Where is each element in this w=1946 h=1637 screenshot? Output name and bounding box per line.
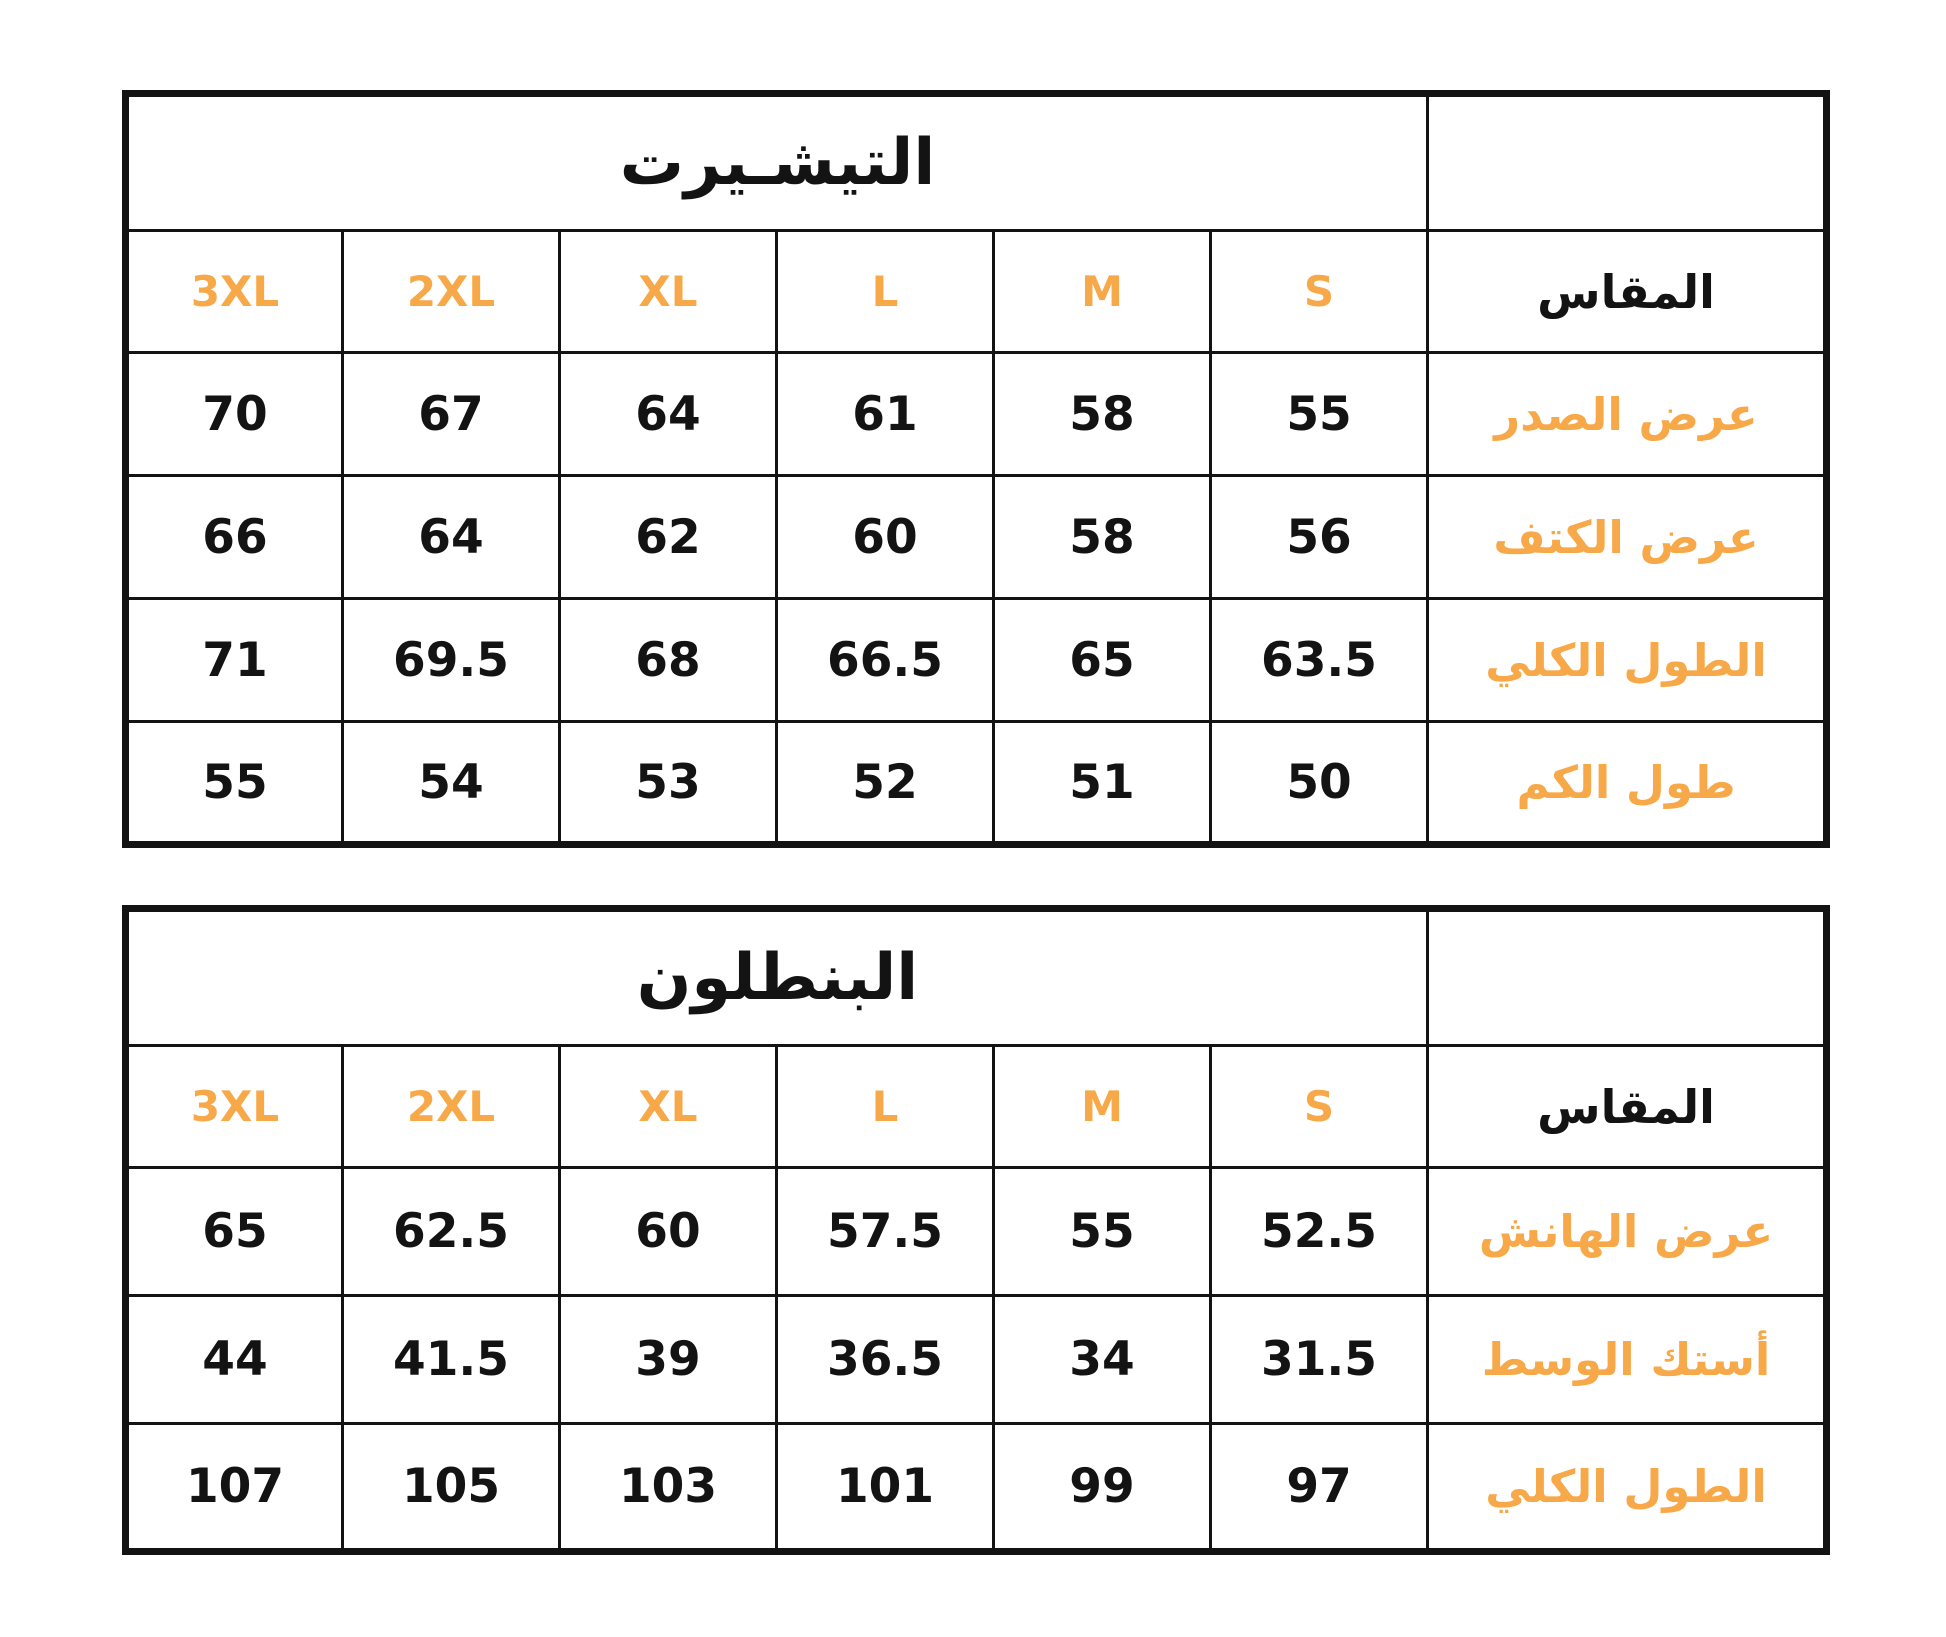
value-cell: 62 (558, 474, 778, 600)
size-header-l: L (775, 229, 995, 354)
value-cell: 39 (558, 1294, 778, 1425)
value-cell: 56 (1208, 474, 1430, 600)
table-row: 65 62.5 60 57.5 55 52.5 عرض الهانش (124, 1166, 1829, 1297)
value-cell: 103 (558, 1422, 778, 1553)
size-header-row: 3XL 2XL XL L M S المقاس (124, 1044, 1829, 1169)
tshirt-table: التيشـيرت 3XL 2XL XL L M S المقاس 70 67 64 61 58 55 عر… (122, 90, 1831, 848)
table-row: 107 105 103 101 99 97 الطول الكلي (124, 1422, 1829, 1553)
value-cell: 67 (341, 351, 561, 477)
table-title: التيشـيرت (123, 92, 1430, 232)
value-cell: 107 (124, 1422, 344, 1553)
measurement-label: عرض الصدر (1426, 351, 1829, 477)
value-cell: 64 (558, 351, 778, 477)
value-cell: 60 (558, 1166, 778, 1297)
value-cell: 64 (341, 474, 561, 600)
measurement-label: طول الكم (1426, 720, 1829, 846)
tshirt-table-body: التيشـيرت 3XL 2XL XL L M S المقاس 70 67 64 61 58 55 عر… (123, 92, 1829, 846)
corner-cell (1426, 92, 1829, 232)
table-title-row: البنطلون (123, 907, 1829, 1047)
table-row: 66 64 62 60 58 56 عرض الكتف (124, 474, 1829, 600)
size-header-m: M (992, 229, 1212, 354)
table-row: 44 41.5 39 36.5 34 31.5 أستك الوسط (124, 1294, 1829, 1425)
size-header-2xl: 2XL (341, 229, 561, 354)
value-cell: 53 (558, 720, 778, 846)
value-cell: 58 (992, 474, 1212, 600)
measurement-label: عرض الهانش (1426, 1166, 1829, 1297)
value-cell: 55 (1208, 351, 1430, 477)
value-cell: 61 (775, 351, 995, 477)
size-header-m: M (992, 1044, 1212, 1169)
table-row: 55 54 53 52 51 50 طول الكم (124, 720, 1829, 846)
size-header-s: S (1208, 229, 1430, 354)
value-cell: 70 (124, 351, 344, 477)
table-title: البنطلون (123, 907, 1430, 1047)
value-cell: 36.5 (775, 1294, 995, 1425)
value-cell: 97 (1208, 1422, 1430, 1553)
measure-column-header: المقاس (1426, 229, 1829, 354)
pants-size-chart: البنطلون 3XL 2XL XL L M S المقاس 65 62.5 60 57.5 55 5… (0, 905, 1946, 1555)
table-row: 71 69.5 68 66.5 65 63.5 الطول الكلي (124, 597, 1829, 723)
value-cell: 71 (124, 597, 344, 723)
value-cell: 52 (775, 720, 995, 846)
value-cell: 60 (775, 474, 995, 600)
value-cell: 101 (775, 1422, 995, 1553)
measurement-label: عرض الكتف (1426, 474, 1829, 600)
size-header-3xl: 3XL (124, 1044, 344, 1169)
measurement-label: الطول الكلي (1426, 1422, 1829, 1553)
pants-table-body: البنطلون 3XL 2XL XL L M S المقاس 65 62.5 60 57.5 55 5… (123, 907, 1829, 1553)
value-cell: 68 (558, 597, 778, 723)
value-cell: 50 (1208, 720, 1430, 846)
table-row: 70 67 64 61 58 55 عرض الصدر (124, 351, 1829, 477)
pants-table: البنطلون 3XL 2XL XL L M S المقاس 65 62.5 60 57.5 55 5… (122, 905, 1831, 1555)
value-cell: 54 (341, 720, 561, 846)
value-cell: 105 (341, 1422, 561, 1553)
value-cell: 66 (124, 474, 344, 600)
measure-column-header: المقاس (1426, 1044, 1829, 1169)
value-cell: 66.5 (775, 597, 995, 723)
value-cell: 55 (124, 720, 344, 846)
size-header-xl: XL (558, 229, 778, 354)
table-title-row: التيشـيرت (123, 92, 1829, 232)
size-header-3xl: 3XL (124, 229, 344, 354)
value-cell: 58 (992, 351, 1212, 477)
size-header-s: S (1208, 1044, 1430, 1169)
value-cell: 65 (124, 1166, 344, 1297)
size-header-2xl: 2XL (341, 1044, 561, 1169)
value-cell: 41.5 (341, 1294, 561, 1425)
value-cell: 63.5 (1208, 597, 1430, 723)
value-cell: 55 (992, 1166, 1212, 1297)
measurement-label: الطول الكلي (1426, 597, 1829, 723)
value-cell: 52.5 (1208, 1166, 1430, 1297)
value-cell: 31.5 (1208, 1294, 1430, 1425)
value-cell: 51 (992, 720, 1212, 846)
tshirt-size-chart: التيشـيرت 3XL 2XL XL L M S المقاس 70 67 64 61 58 55 عر… (0, 90, 1946, 848)
value-cell: 44 (124, 1294, 344, 1425)
measurement-label: أستك الوسط (1426, 1294, 1829, 1425)
value-cell: 34 (992, 1294, 1212, 1425)
value-cell: 62.5 (341, 1166, 561, 1297)
size-header-row: 3XL 2XL XL L M S المقاس (124, 229, 1829, 354)
value-cell: 69.5 (341, 597, 561, 723)
value-cell: 99 (992, 1422, 1212, 1553)
size-header-xl: XL (558, 1044, 778, 1169)
value-cell: 65 (992, 597, 1212, 723)
value-cell: 57.5 (775, 1166, 995, 1297)
size-header-l: L (775, 1044, 995, 1169)
corner-cell (1426, 907, 1829, 1047)
